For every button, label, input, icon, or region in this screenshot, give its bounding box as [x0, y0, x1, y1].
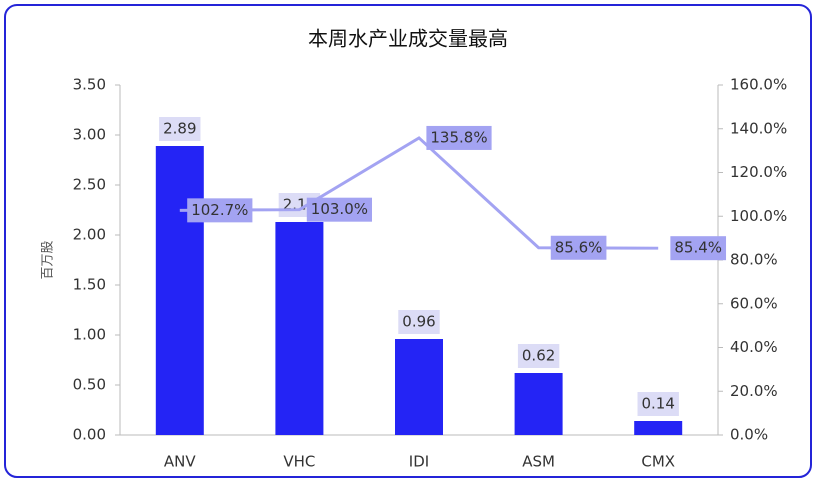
bar-value-label: 2.89: [163, 120, 196, 138]
y-axis-label: 百万股: [41, 240, 56, 279]
bar: [514, 373, 563, 435]
line-value-label: 85.6%: [555, 238, 603, 256]
y-tick-label: 3.50: [73, 76, 106, 94]
x-tick-label: VHC: [283, 453, 315, 471]
y-tick-label: 3.00: [73, 126, 106, 144]
y2-tick-label: 100.0%: [730, 207, 787, 225]
chart-title: 本周水产业成交量最高: [308, 27, 508, 51]
line-value-label-bg: [670, 236, 727, 261]
bar-value-label: 0.14: [641, 395, 674, 413]
y2-tick-label: 80.0%: [730, 251, 778, 269]
line-value-label: 85.4%: [674, 239, 722, 257]
y2-tick-label: 160.0%: [730, 76, 787, 94]
bar-value-label: 0.62: [522, 347, 555, 365]
x-tick-label: ANV: [164, 453, 196, 471]
y2-tick-label: 40.0%: [730, 338, 778, 356]
bar-value-label-bg: [398, 310, 440, 334]
line-value-label-bg: [426, 125, 492, 150]
bar-value-label-bg: [517, 344, 560, 368]
bar-value-label: 0.96: [402, 313, 435, 331]
x-tick-label: ASM: [522, 453, 555, 471]
y2-tick-label: 120.0%: [730, 163, 787, 181]
y-tick-label: 0.50: [73, 376, 106, 394]
line-value-label: 103.0%: [311, 200, 368, 218]
y2-tick-label: 140.0%: [730, 119, 787, 137]
bar: [395, 339, 443, 435]
bar-value-label-bg: [637, 392, 679, 416]
line-value-label-bg: [187, 198, 253, 223]
line-value-label: 102.7%: [191, 201, 248, 219]
y-tick-label: 1.50: [73, 276, 106, 294]
x-tick-label: CMX: [641, 453, 675, 471]
frame: [4, 4, 812, 478]
y-tick-label: 1.00: [73, 326, 106, 344]
x-tick-label: IDI: [409, 453, 429, 471]
line-value-label-bg: [306, 197, 373, 222]
bar: [634, 421, 683, 435]
bar-value-label-bg: [159, 117, 201, 141]
line-value-label: 135.8%: [430, 128, 487, 146]
y-tick-label: 2.00: [73, 226, 106, 244]
y2-tick-label: 60.0%: [730, 294, 778, 312]
bar: [275, 222, 324, 435]
y-tick-label: 0.00: [73, 426, 106, 444]
y2-tick-label: 0.0%: [730, 426, 768, 444]
bar: [155, 146, 204, 435]
y2-tick-label: 20.0%: [730, 382, 778, 400]
y-tick-label: 2.50: [73, 176, 106, 194]
line-value-label-bg: [550, 235, 607, 260]
